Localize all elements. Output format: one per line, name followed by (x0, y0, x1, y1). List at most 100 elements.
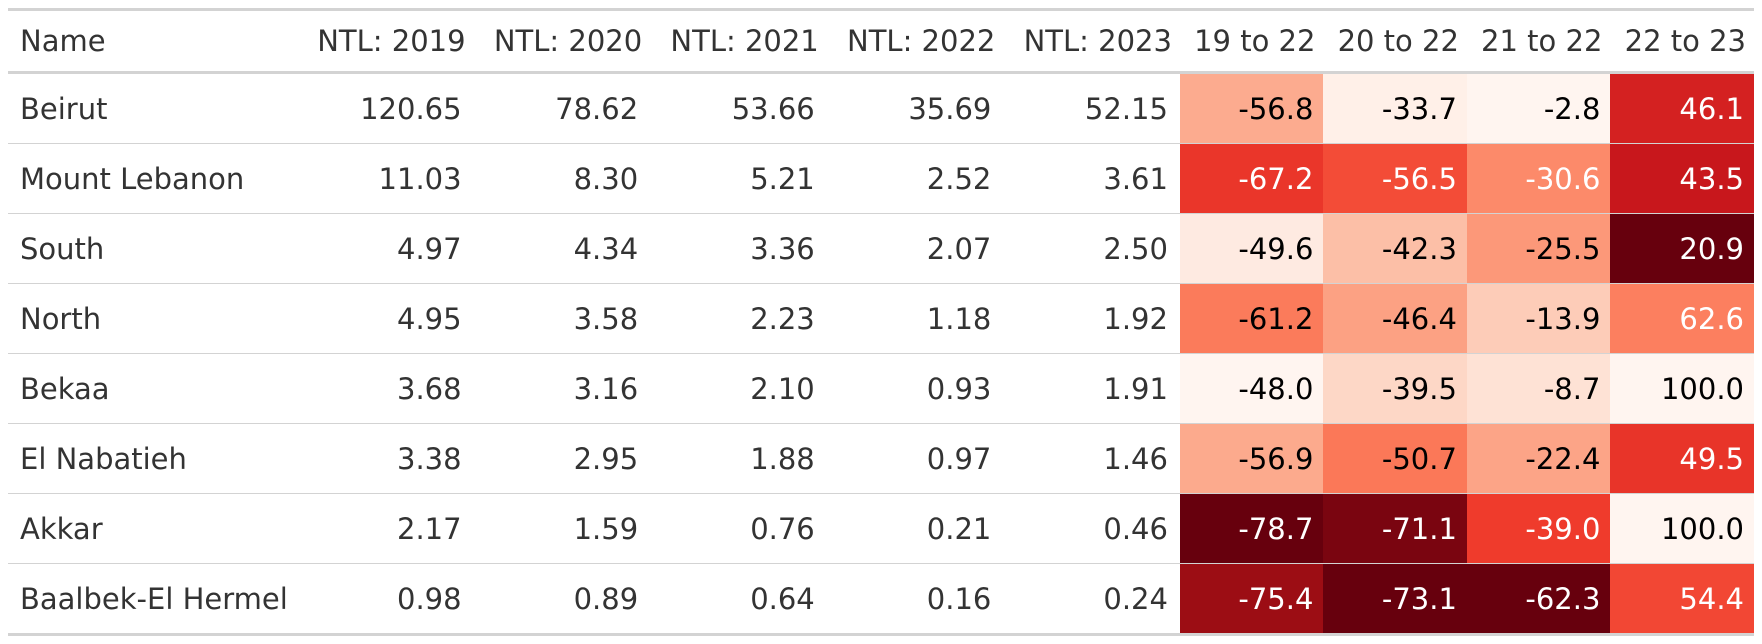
table-row: Baalbek-El Hermel 0.98 0.89 0.64 0.16 0.24 -75… (8, 563, 1754, 635)
change-heat-cell: -67.2 (1179, 143, 1324, 214)
ntl-value-cell: 3.38 (397, 441, 462, 476)
ntl-value-cell: 0.21 (926, 511, 992, 546)
change-heat-cell: 49.5 (1610, 423, 1754, 494)
change-heat-cell: -50.7 (1323, 423, 1467, 494)
ntl-value-cell: 2.10 (750, 371, 815, 406)
change-heat-cell: -62.3 (1466, 563, 1611, 635)
change-heat-cell: 100.0 (1610, 353, 1754, 424)
table-row: El Nabatieh 3.38 2.95 1.88 0.97 1.46 -56.9 -50.… (8, 423, 1754, 494)
table-row: Mount Lebanon 11.03 8.30 5.21 2.52 3.61 -67.2-… (8, 143, 1754, 214)
change-heat-cell: -42.3 (1323, 213, 1467, 284)
change-heat-cell: -75.4 (1179, 563, 1324, 635)
change-heat-cell: -46.4 (1323, 283, 1467, 354)
change-heat-cell: -78.7 (1179, 493, 1324, 564)
ntl-value-cell: 2.52 (926, 161, 992, 196)
change-heat-cell: -48.0 (1179, 353, 1324, 424)
table-body: Beirut 120.65 78.62 53.66 35.69 52.15 -56.8 -33… (8, 72, 1754, 635)
change-heat-cell: 62.6 (1610, 283, 1754, 354)
column-header-ntl-2021: NTL: 2021 (670, 24, 819, 58)
ntl-value-cell: 3.68 (397, 371, 462, 406)
change-heat-cell: -39.0 (1466, 493, 1611, 564)
table-row: Akkar 2.17 1.59 0.76 0.21 0.46 -78.7 -71.1 -39.0… (8, 493, 1754, 564)
region-name-cell: Akkar (20, 511, 103, 546)
table-header: Name NTL: 2019 NTL: 2020 NTL: 2021 NTL: … (8, 9, 1754, 73)
change-heat-cell: 100.0 (1610, 493, 1754, 564)
ntl-value-cell: 0.76 (750, 511, 815, 546)
ntl-value-cell: 3.16 (573, 371, 639, 406)
ntl-value-cell: 52.15 (1084, 91, 1168, 126)
change-heat-cell: -61.2 (1179, 283, 1324, 354)
ntl-value-cell: 1.18 (926, 301, 992, 336)
ntl-value-cell: 2.50 (1103, 231, 1168, 266)
ntl-value-cell: 0.97 (926, 441, 992, 476)
ntl-value-cell: 0.93 (926, 371, 992, 406)
change-heat-cell: -39.5 (1323, 353, 1467, 424)
ntl-value-cell: 2.07 (926, 231, 992, 266)
change-heat-cell: -8.7 (1466, 353, 1611, 424)
ntl-value-cell: 78.62 (555, 91, 639, 126)
table-row: Bekaa 3.68 3.16 2.10 0.93 1.91 -48.0 -39.5 -8.7 1… (8, 353, 1754, 424)
ntl-value-cell: 11.03 (378, 161, 462, 196)
change-heat-cell: -22.4 (1466, 423, 1611, 494)
ntl-table: Name NTL: 2019 NTL: 2020 NTL: 2021 NTL: … (8, 8, 1754, 636)
region-name-cell: El Nabatieh (20, 441, 187, 476)
change-heat-cell: -56.8 (1179, 72, 1324, 144)
change-heat-cell: -25.5 (1466, 213, 1611, 284)
ntl-value-cell: 3.36 (750, 231, 815, 266)
ntl-value-cell: 0.98 (397, 581, 462, 616)
column-header-20-to-22: 20 to 22 (1337, 24, 1459, 58)
change-heat-cell: -73.1 (1323, 563, 1467, 635)
column-header-ntl-2022: NTL: 2022 (847, 24, 996, 58)
table-row: North 4.95 3.58 2.23 1.18 1.92 -61.2 -46.4 -13.9… (8, 283, 1754, 354)
ntl-value-cell: 2.23 (750, 301, 815, 336)
ntl-value-cell: 2.95 (573, 441, 639, 476)
change-heat-cell: -2.8 (1466, 72, 1611, 144)
change-heat-cell: 20.9 (1610, 213, 1754, 284)
ntl-value-cell: 5.21 (750, 161, 815, 196)
ntl-value-cell: 0.16 (926, 581, 992, 616)
ntl-value-cell: 4.34 (573, 231, 639, 266)
header-row: Name NTL: 2019 NTL: 2020 NTL: 2021 NTL: … (8, 9, 1754, 73)
ntl-value-cell: 2.17 (397, 511, 462, 546)
ntl-value-cell: 120.65 (360, 91, 462, 126)
column-header-ntl-2023: NTL: 2023 (1023, 24, 1172, 58)
ntl-value-cell: 1.92 (1103, 301, 1168, 336)
ntl-value-cell: 0.24 (1103, 581, 1168, 616)
change-heat-cell: 43.5 (1610, 143, 1754, 214)
region-name-cell: Bekaa (20, 371, 110, 406)
ntl-value-cell: 0.64 (750, 581, 815, 616)
ntl-value-cell: 0.46 (1103, 511, 1168, 546)
column-header-ntl-2020: NTL: 2020 (493, 24, 643, 58)
ntl-value-cell: 4.97 (397, 231, 462, 266)
region-name-cell: Mount Lebanon (20, 161, 245, 196)
change-heat-cell: -13.9 (1466, 283, 1611, 354)
column-header-21-to-22: 21 to 22 (1481, 24, 1603, 58)
change-heat-cell: 54.4 (1610, 563, 1754, 635)
column-header-19-to-22: 19 to 22 (1194, 24, 1316, 58)
ntl-value-cell: 4.95 (397, 301, 462, 336)
table-row: South 4.97 4.34 3.36 2.07 2.50 -49.6 -42.3 -25.5… (8, 213, 1754, 284)
change-heat-cell: -49.6 (1179, 213, 1324, 284)
ntl-value-cell: 53.66 (731, 91, 815, 126)
region-name-cell: Beirut (20, 91, 108, 126)
column-header-ntl-2019: NTL: 2019 (317, 24, 466, 58)
ntl-value-cell: 3.61 (1103, 161, 1168, 196)
change-heat-cell: 46.1 (1610, 72, 1754, 144)
ntl-value-cell: 1.46 (1103, 441, 1168, 476)
ntl-value-cell: 1.59 (573, 511, 639, 546)
ntl-value-cell: 1.91 (1103, 371, 1168, 406)
ntl-value-cell: 35.69 (908, 91, 992, 126)
column-header-name: Name (20, 24, 106, 58)
region-name-cell: North (20, 301, 102, 336)
region-name-cell: South (20, 231, 105, 266)
column-header-22-to-23: 22 to 23 (1624, 24, 1746, 58)
table-row: Beirut 120.65 78.62 53.66 35.69 52.15 -56.8 -33… (8, 72, 1754, 144)
region-name-cell: Baalbek-El Hermel (20, 581, 288, 616)
change-heat-cell: -56.5 (1323, 143, 1467, 214)
change-heat-cell: -56.9 (1179, 423, 1324, 494)
change-heat-cell: -71.1 (1323, 493, 1467, 564)
ntl-value-cell: 8.30 (573, 161, 639, 196)
change-heat-cell: -33.7 (1323, 72, 1467, 144)
ntl-value-cell: 1.88 (750, 441, 815, 476)
ntl-value-cell: 0.89 (573, 581, 639, 616)
